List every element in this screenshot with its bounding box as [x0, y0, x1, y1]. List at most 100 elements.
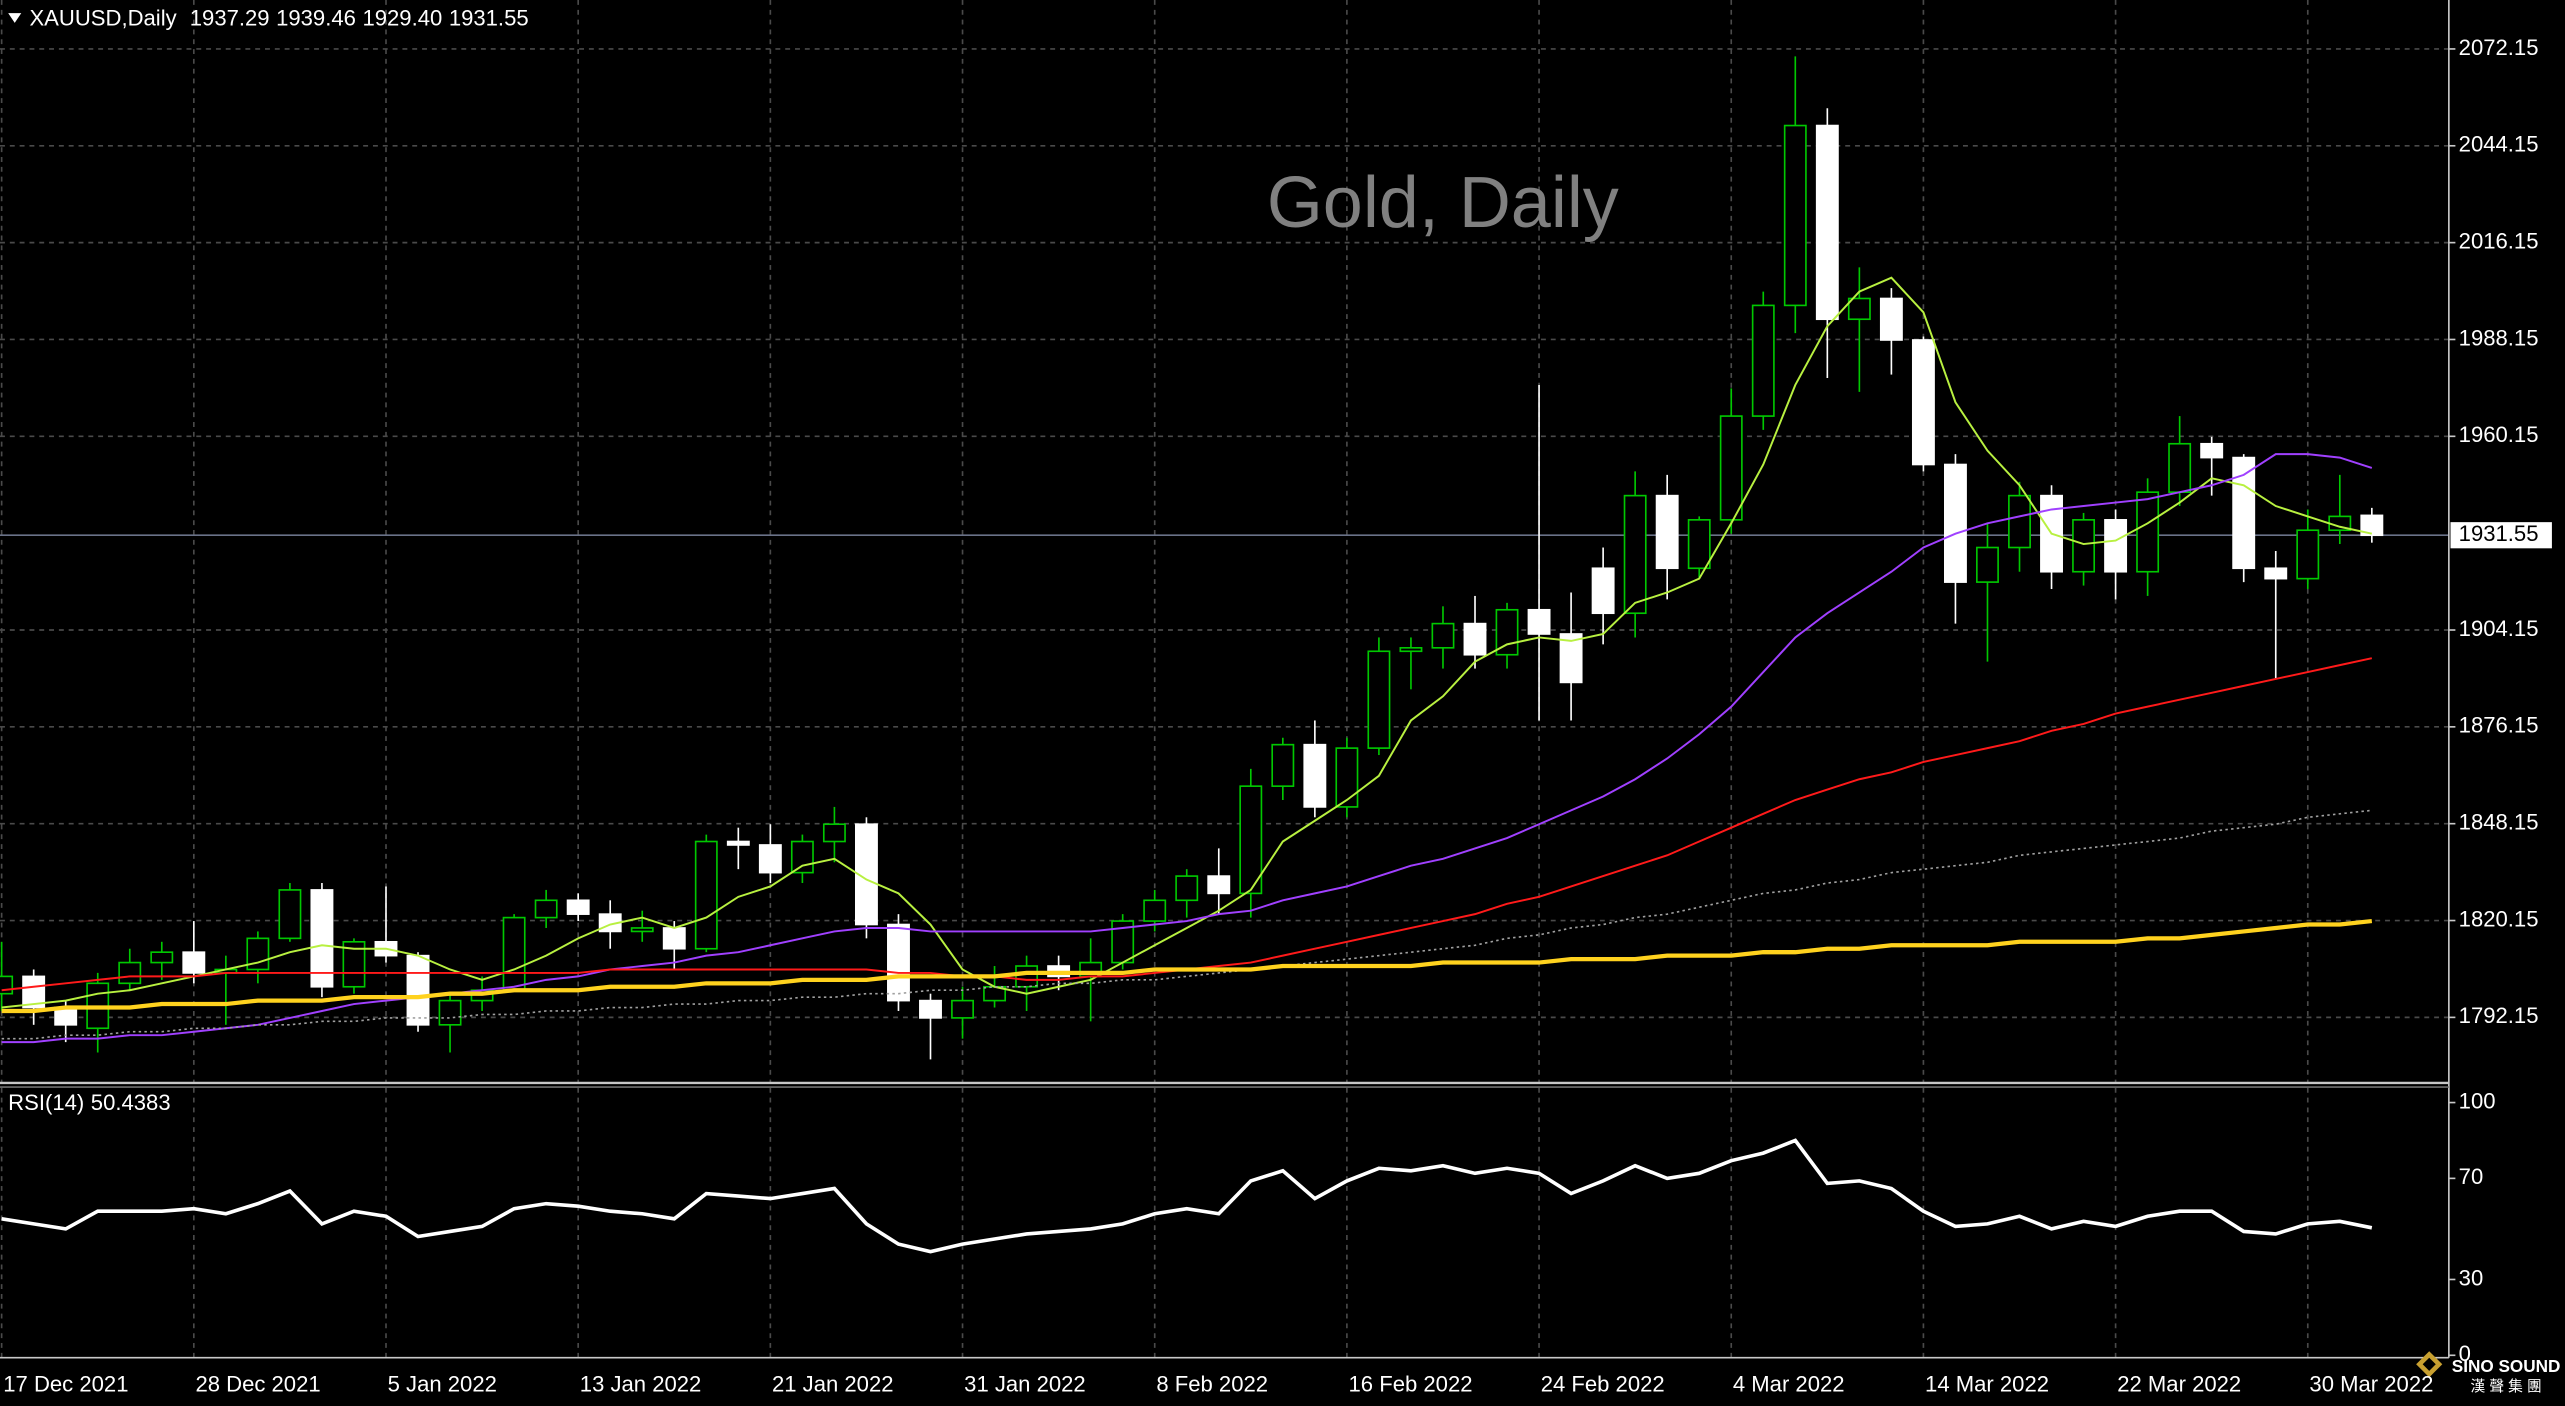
candle-body — [278, 889, 302, 940]
y-tick-label: 1904.15 — [2459, 616, 2539, 641]
candle-body — [1271, 743, 1295, 787]
candle-body — [919, 999, 942, 1019]
candle-body — [854, 823, 878, 926]
rsi-tick-label: 70 — [2459, 1164, 2484, 1189]
x-tick-label: 4 Mar 2022 — [1733, 1371, 1845, 1396]
candle-body — [951, 999, 974, 1019]
candle-body — [1175, 875, 1199, 902]
candle-body — [662, 927, 686, 950]
x-tick-label: 21 Jan 2022 — [772, 1371, 894, 1396]
candle-body — [2200, 442, 2224, 459]
y-tick-label: 1848.15 — [2459, 810, 2539, 835]
watermark-name: SINO SOUND — [2452, 1356, 2561, 1376]
candle-body — [1335, 747, 1359, 808]
x-tick-label: 13 Jan 2022 — [580, 1371, 702, 1396]
rsi-header: RSI(14) 50.4383 — [8, 1090, 170, 1115]
candle-body — [1207, 875, 1231, 895]
candle-body — [694, 840, 718, 950]
x-tick-label: 22 Mar 2022 — [2117, 1371, 2241, 1396]
candle-body — [1879, 297, 1903, 341]
rsi-tick-label: 30 — [2459, 1265, 2484, 1290]
candle-body — [2360, 514, 2384, 537]
moving-average-line — [1, 453, 2373, 1044]
candle-body — [2232, 456, 2256, 570]
candle-body — [887, 923, 910, 1002]
x-tick-label: 14 Mar 2022 — [1925, 1371, 2049, 1396]
rsi-line — [1, 1138, 2373, 1254]
rsi-tick-label: 100 — [2459, 1088, 2496, 1113]
x-tick-label: 30 Mar 2022 — [2309, 1371, 2433, 1396]
candle-body — [1655, 494, 1679, 570]
candle-body — [822, 823, 846, 843]
candle-body — [182, 951, 206, 974]
candle-body — [502, 916, 526, 992]
moving-average-line — [1, 276, 2373, 1009]
candle-body — [118, 961, 142, 985]
x-tick-label: 28 Dec 2021 — [195, 1371, 320, 1396]
y-tick-label: 1876.15 — [2459, 713, 2539, 738]
candle-body — [1399, 646, 1423, 653]
candle-body — [1015, 965, 1039, 988]
candle-body — [1943, 463, 1967, 583]
candle-body — [1911, 339, 1935, 466]
candle-body — [758, 844, 782, 874]
candle-body — [630, 927, 654, 933]
candle-body — [1591, 567, 1615, 615]
candle-body — [22, 975, 46, 1009]
x-tick-label: 8 Feb 2022 — [1156, 1371, 1268, 1396]
y-tick-label: 2016.15 — [2459, 228, 2539, 253]
candle-body — [1143, 899, 1167, 922]
watermark-sub: 漢 聲 集 團 — [2471, 1378, 2542, 1395]
close-label: 1931.55 — [449, 5, 529, 30]
chart-header: XAUUSD,Daily 1937.29 1939.46 1929.40 1931.55 — [29, 5, 528, 30]
candle-body — [1303, 743, 1327, 808]
candle-body — [1783, 124, 1807, 307]
candle-body — [438, 999, 462, 1026]
x-tick-label: 17 Dec 2021 — [3, 1371, 128, 1396]
candle-body — [790, 840, 814, 874]
candle-body — [2296, 529, 2320, 580]
y-tick-label: 1792.15 — [2459, 1003, 2539, 1028]
low-label: 1929.40 — [362, 5, 442, 30]
watermark: SINO SOUND 漢 聲 集 團 — [2416, 1351, 2560, 1395]
candle-body — [726, 840, 750, 846]
open-label: 1937.29 — [190, 5, 270, 30]
current-price-box — [2450, 522, 2552, 549]
candle-body — [534, 899, 558, 919]
rsi-tick-label: 0 — [2459, 1341, 2471, 1366]
candle-body — [2136, 491, 2160, 573]
candle-body — [2072, 519, 2096, 573]
candle-body — [1751, 304, 1775, 417]
candle-body — [1527, 608, 1551, 635]
candle-body — [406, 954, 430, 1026]
x-tick-label: 24 Feb 2022 — [1541, 1371, 1665, 1396]
candle-body — [1463, 622, 1487, 656]
line-layer — [1, 276, 2373, 1254]
candle-body — [1239, 785, 1263, 895]
candle-body — [1367, 650, 1391, 749]
candle-body — [2168, 442, 2192, 493]
symbol: XAUUSD,Daily — [29, 5, 176, 30]
y-tick-label: 1820.15 — [2459, 906, 2539, 931]
candle-body — [2264, 567, 2288, 580]
y-tick-label: 1988.15 — [2459, 325, 2539, 350]
candle-body — [566, 899, 590, 915]
candle-body — [1431, 622, 1455, 649]
candle-body — [1687, 519, 1711, 570]
y-tick-label: 2072.15 — [2459, 35, 2539, 60]
candle-body — [1815, 124, 1839, 321]
candle-body — [1623, 494, 1647, 615]
header-arrow — [8, 13, 22, 23]
candle-body — [1559, 633, 1583, 684]
chart-title: Gold, Daily — [1267, 163, 1619, 243]
rsi-title: RSI(14) — [8, 1090, 84, 1115]
candle-body — [1847, 297, 1871, 321]
x-tick-label: 16 Feb 2022 — [1349, 1371, 1473, 1396]
candle-body — [2008, 494, 2031, 549]
rsi-last-value: 50.4383 — [91, 1090, 171, 1115]
y-tick-label: 1960.15 — [2459, 422, 2539, 447]
moving-average-line — [1, 809, 2372, 1040]
